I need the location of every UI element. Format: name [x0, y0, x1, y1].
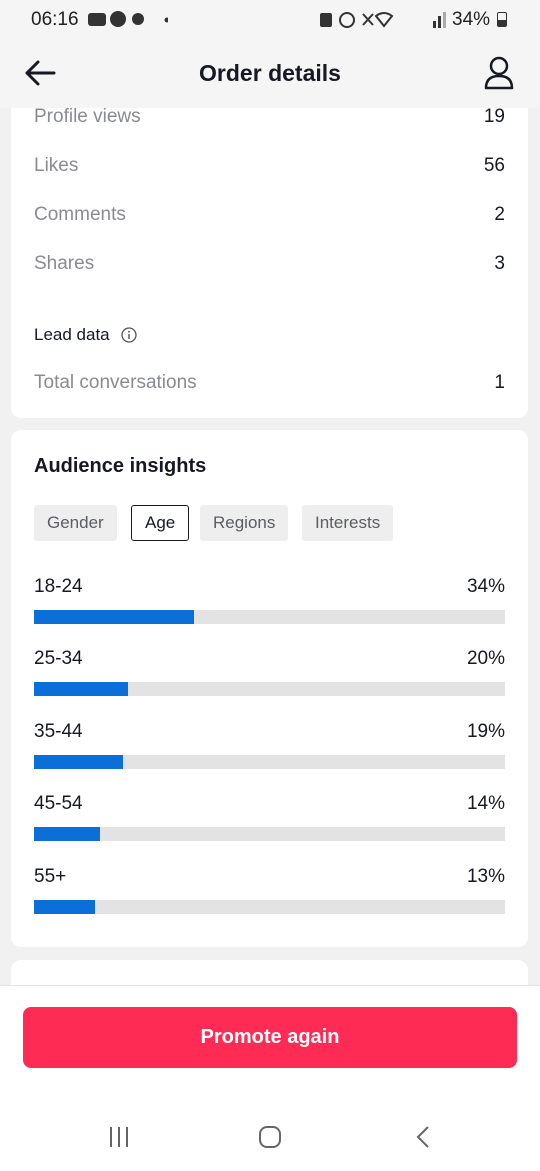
tab[interactable]: Gender — [34, 505, 117, 541]
nav-bar — [110, 1126, 429, 1148]
metric-value: 19 — [483, 106, 505, 127]
age-label: 18-24 — [34, 576, 83, 597]
lead-data-title: Lead data — [34, 325, 110, 344]
metric-value: 2 — [494, 204, 505, 225]
metrics-card — [11, 108, 528, 418]
metric-value: 3 — [494, 253, 505, 274]
bar — [34, 610, 195, 624]
bar-track — [34, 899, 505, 914]
battery-text: 34% — [452, 9, 491, 30]
profile-button[interactable] — [484, 56, 514, 90]
nav-home[interactable] — [259, 1126, 281, 1148]
metric-label: Shares — [34, 253, 95, 274]
age-label: 55+ — [34, 865, 67, 887]
header-title: Order details — [199, 60, 341, 86]
bar-track — [34, 827, 505, 842]
metric-label: Likes — [34, 155, 79, 176]
bar-track — [34, 754, 505, 769]
battery-icon — [497, 12, 507, 27]
status-bar: 06:16 34% — [0, 0, 540, 40]
system-icons — [318, 10, 448, 30]
nav-recent[interactable] — [110, 1127, 128, 1147]
bar — [34, 899, 96, 914]
tab[interactable]: Interests — [302, 505, 394, 541]
header: Order details — [0, 40, 540, 108]
tab[interactable]: Regions — [200, 505, 289, 541]
metric-label: Profile views — [34, 106, 141, 127]
tab[interactable]: Age — [131, 505, 190, 541]
age-label: 45-54 — [34, 793, 83, 815]
age-label: 35-44 — [34, 720, 83, 742]
info-icon[interactable] — [121, 327, 137, 343]
age-label: 25-34 — [34, 648, 83, 670]
status-time: 06:16 — [31, 9, 79, 30]
metric-label: Comments — [34, 204, 126, 225]
age-percent: 34% — [466, 576, 505, 597]
age-percent: 20% — [466, 648, 505, 670]
audience-title: Audience insights — [34, 455, 207, 477]
status-icons — [88, 10, 170, 28]
metric-label: Total conversations — [34, 372, 197, 393]
age-percent: 14% — [466, 793, 505, 815]
system-icons-svg — [320, 12, 446, 28]
bar-track — [34, 682, 505, 697]
age-percent: 19% — [466, 720, 505, 742]
nav-back[interactable] — [416, 1126, 429, 1148]
promote-button[interactable]: Promote again — [23, 1007, 517, 1068]
metric-value: 1 — [494, 372, 505, 393]
bar — [34, 754, 124, 769]
back-button[interactable] — [24, 59, 56, 87]
age-percent: 13% — [466, 865, 505, 887]
bar — [34, 827, 100, 842]
metric-value: 56 — [483, 155, 505, 176]
bar — [34, 682, 129, 697]
notification-icons — [88, 11, 170, 27]
